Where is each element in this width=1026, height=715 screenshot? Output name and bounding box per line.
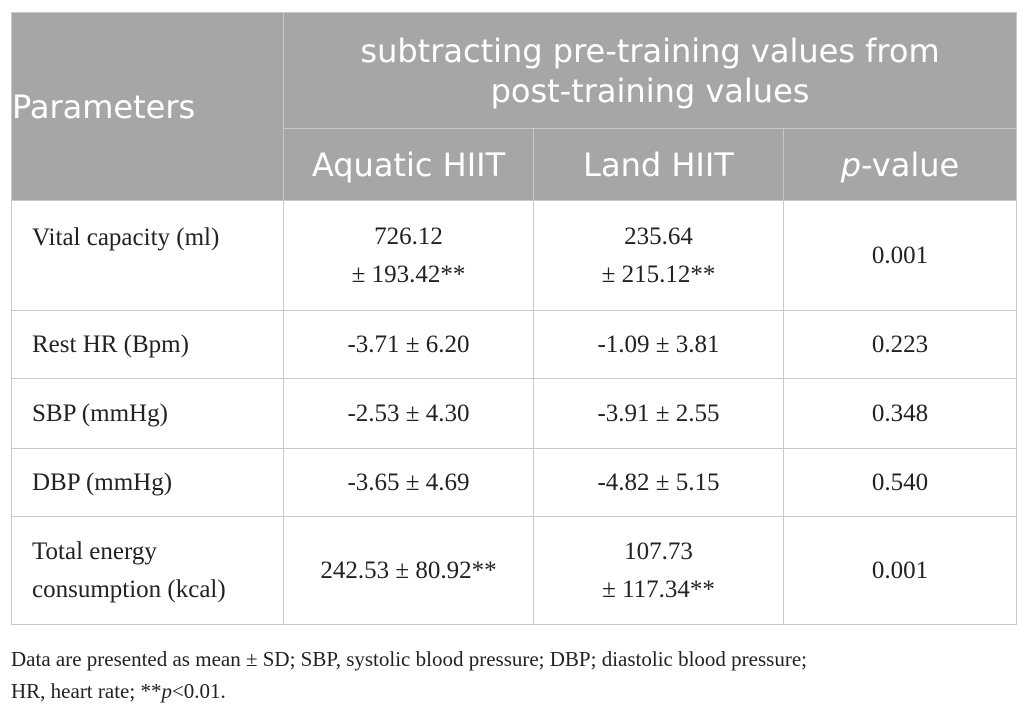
row-land-line2: ± 117.34** xyxy=(602,575,715,603)
header-group-line2: post-training values xyxy=(490,71,810,110)
row-land: 107.73 ± 117.34** xyxy=(533,516,784,625)
results-table: Parameters subtracting pre-training valu… xyxy=(11,12,1018,625)
table-row: Total energy consumption (kcal) 242.53 ±… xyxy=(11,516,1018,625)
row-p-value: 0.001 xyxy=(782,516,1018,625)
row-aquatic: -2.53 ± 4.30 xyxy=(283,378,534,449)
row-parameter: Vital capacity (ml) xyxy=(11,200,284,311)
header-aquatic-hiit: Aquatic HIIT xyxy=(283,128,534,201)
row-parameter: Rest HR (Bpm) xyxy=(11,310,284,379)
header-p-rest: -value xyxy=(861,145,960,184)
row-p-value: 0.348 xyxy=(782,378,1018,449)
row-aquatic-line1: 726.12 xyxy=(374,222,443,250)
table-row: DBP (mmHg) -3.65 ± 4.69 -4.82 ± 5.15 0.5… xyxy=(11,448,1018,517)
row-p-value: 0.223 xyxy=(782,310,1018,379)
footnote-line1: Data are presented as mean ± SD; SBP, sy… xyxy=(11,647,807,671)
row-land-line1: 107.73 xyxy=(624,537,693,565)
footnote-line2-suffix: <0.01. xyxy=(171,679,226,703)
row-p-value: 0.001 xyxy=(782,200,1018,311)
footnote-line2: HR, heart rate; **p<0.01. xyxy=(11,675,1016,707)
row-parameter: DBP (mmHg) xyxy=(11,448,284,517)
header-group-line1: subtracting pre-training values from xyxy=(360,31,940,70)
header-p-value: p-value xyxy=(782,128,1018,201)
header-group: subtracting pre-training values from pos… xyxy=(282,12,1018,129)
row-aquatic: 242.53 ± 80.92** xyxy=(283,516,534,625)
row-land-line1: 235.64 xyxy=(624,222,693,250)
row-land: -1.09 ± 3.81 xyxy=(533,310,784,379)
row-aquatic: -3.65 ± 4.69 xyxy=(283,448,534,517)
table-row: Vital capacity (ml) 726.12 ± 193.42** 23… xyxy=(11,200,1018,311)
table-row: SBP (mmHg) -2.53 ± 4.30 -3.91 ± 2.55 0.3… xyxy=(11,378,1018,449)
row-aquatic: -3.71 ± 6.20 xyxy=(283,310,534,379)
header-parameters: Parameters xyxy=(11,12,284,201)
footnote: Data are presented as mean ± SD; SBP, sy… xyxy=(11,643,1016,707)
header-land-hiit: Land HIIT xyxy=(533,128,784,201)
table-row: Rest HR (Bpm) -3.71 ± 6.20 -1.09 ± 3.81 … xyxy=(11,310,1018,379)
row-aquatic-line2: ± 193.42** xyxy=(351,260,466,288)
footnote-line2-prefix: HR, heart rate; ** xyxy=(11,679,162,703)
row-parameter: Total energy consumption (kcal) xyxy=(11,516,284,625)
row-p-value: 0.540 xyxy=(782,448,1018,517)
row-land: 235.64 ± 215.12** xyxy=(533,200,784,311)
row-parameter: SBP (mmHg) xyxy=(11,378,284,449)
header-p-italic: p xyxy=(840,145,862,184)
row-land-line2: ± 215.12** xyxy=(601,260,716,288)
row-land: -3.91 ± 2.55 xyxy=(533,378,784,449)
row-parameter-line2: consumption (kcal) xyxy=(32,575,226,603)
row-parameter-line1: Total energy xyxy=(32,537,157,565)
footnote-line2-italic: p xyxy=(161,679,172,703)
row-land: -4.82 ± 5.15 xyxy=(533,448,784,517)
row-aquatic: 726.12 ± 193.42** xyxy=(283,200,534,311)
